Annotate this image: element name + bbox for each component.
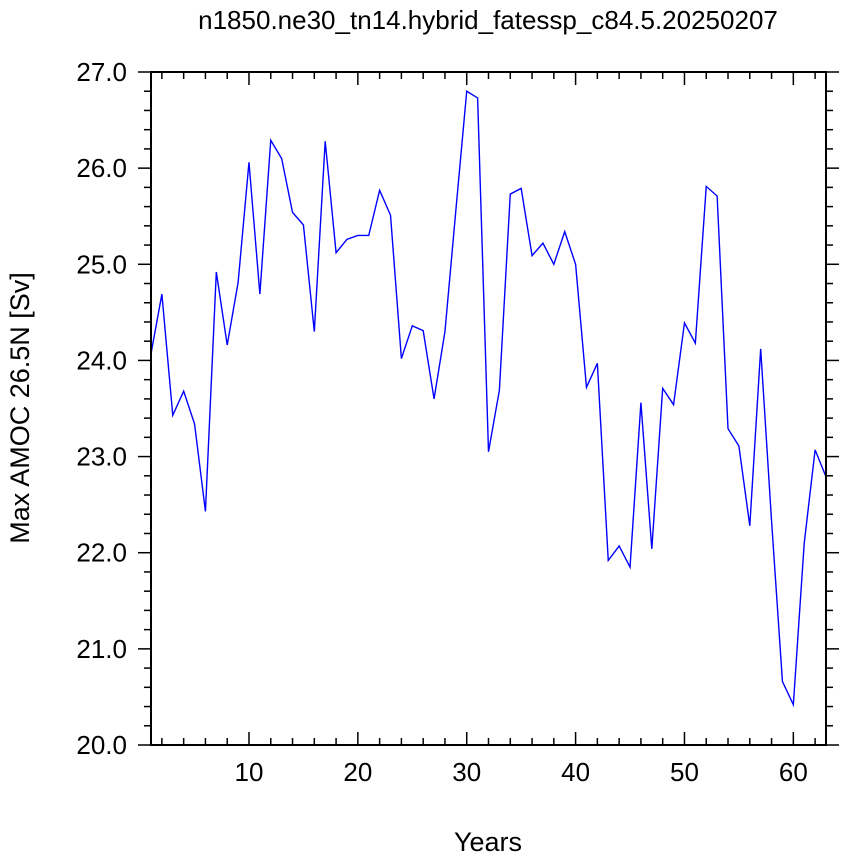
chart-title: n1850.ne30_tn14.hybrid_fatessp_c84.5.202… xyxy=(198,5,778,35)
x-tick-label: 10 xyxy=(235,757,264,787)
y-tick-label: 21.0 xyxy=(76,634,127,664)
axis-ticks xyxy=(138,71,839,746)
y-axis-label: Max AMOC 26.5N [Sv] xyxy=(5,272,35,544)
data-series xyxy=(150,90,827,708)
y-tick-label: 20.0 xyxy=(76,730,127,760)
y-tick-label: 27.0 xyxy=(76,57,127,87)
x-axis-label: Years xyxy=(454,827,522,857)
y-tick-label: 23.0 xyxy=(76,442,127,472)
y-tick-label: 25.0 xyxy=(76,249,127,279)
series-0 xyxy=(150,90,827,708)
series-line xyxy=(150,90,827,708)
x-tick-label: 30 xyxy=(452,757,481,787)
tick-labels: 10 20 30 40 50 60 20.0 21.0 22.0 23.0 24.0 25.0 26.0… xyxy=(76,57,807,787)
x-tick-label: 50 xyxy=(670,757,699,787)
x-tick-label: 40 xyxy=(561,757,590,787)
y-tick-label: 26.0 xyxy=(76,153,127,183)
y-tick-label: 22.0 xyxy=(76,538,127,568)
y-axis-label-group: Max AMOC 26.5N [Sv] xyxy=(5,272,35,544)
plot-frame xyxy=(150,71,827,746)
y-tick-label: 24.0 xyxy=(76,345,127,375)
x-tick-label: 20 xyxy=(343,757,372,787)
x-tick-label: 60 xyxy=(779,757,808,787)
